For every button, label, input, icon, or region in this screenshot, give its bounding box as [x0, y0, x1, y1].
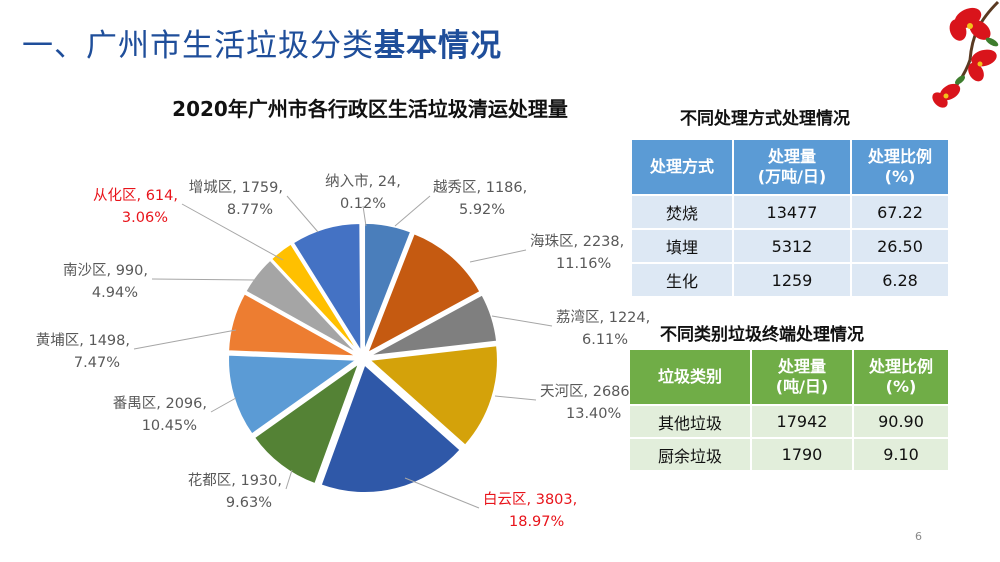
pie-slice-10 [270, 242, 360, 353]
slice-label: 荔湾区, 1224, [556, 309, 650, 326]
categories-header-amount: 处理量 (吨/日) [752, 350, 852, 404]
methods-cell: 6.28 [852, 264, 948, 296]
leader-line [285, 469, 293, 490]
methods-table-header-row: 处理方式 处理量 (万吨/日) 处理比例 (%) [632, 140, 948, 194]
pie-slice-6 [253, 361, 361, 485]
categories-cell: 厨余垃圾 [630, 439, 750, 470]
leader-line [494, 395, 537, 401]
slide-title-bold: 基本情况 [374, 28, 502, 64]
pie-slice-2 [366, 232, 482, 355]
leader-line [469, 249, 527, 263]
slice-label: 花都区, 1930, [188, 472, 282, 489]
slice-percent-label: 9.63% [226, 495, 272, 511]
slice-percent-label: 10.45% [142, 418, 197, 434]
slice-label: 黄埔区, 1498, [36, 332, 130, 349]
pie-chart: 越秀区, 1186, 5.92% 海珠区, 2238, 11.16% 荔湾区, 1224… [36, 173, 650, 530]
slice-percent-label: 7.47% [74, 355, 120, 371]
categories-cell: 17942 [752, 406, 852, 437]
table-row: 生化 1259 6.28 [632, 264, 948, 296]
leader-line [362, 205, 367, 227]
slice-percent-label: 0.12% [340, 196, 386, 212]
pie-slice-11 [292, 222, 362, 354]
methods-cell: 生化 [632, 264, 732, 296]
leader-line [404, 477, 480, 509]
pie-slice-8 [227, 292, 357, 357]
categories-header-type: 垃圾类别 [630, 350, 750, 404]
slice-percent-label: 8.77% [227, 202, 273, 218]
slice-percent-label: 6.11% [582, 332, 628, 348]
slice-label: 白云区, 3803, [483, 491, 577, 508]
categories-header-ratio: 处理比例 (%) [854, 350, 948, 404]
methods-cell: 焚烧 [632, 196, 732, 228]
slice-label: 南沙区, 990, [63, 262, 148, 279]
slice-label: 纳入市, 24, [325, 173, 401, 190]
kapok-flower-decoration-icon [932, 0, 1000, 108]
categories-table-title: 不同类别垃圾终端处理情况 [660, 325, 864, 345]
leader-line [133, 329, 237, 350]
slice-percent-label: 13.40% [566, 406, 621, 422]
slice-percent-label: 11.16% [556, 256, 611, 272]
leader-line [286, 195, 319, 233]
methods-header-method: 处理方式 [632, 140, 732, 194]
methods-cell: 67.22 [852, 196, 948, 228]
page-number: 6 [915, 530, 922, 543]
pie-slice-12 [361, 222, 364, 352]
leader-line [181, 203, 284, 261]
categories-table: 垃圾类别 处理量 (吨/日) 处理比例 (%) 其他垃圾 17942 90.90… [628, 348, 950, 472]
methods-cell: 26.50 [852, 230, 948, 262]
categories-cell: 9.10 [854, 439, 948, 470]
slice-label: 从化区, 614, [93, 187, 178, 204]
slide-title-normal: 一、广州市生活垃圾分类 [22, 28, 374, 64]
table-row: 其他垃圾 17942 90.90 [630, 406, 948, 437]
methods-cell: 1259 [734, 264, 850, 296]
table-row: 填埋 5312 26.50 [632, 230, 948, 262]
leader-line [210, 397, 237, 413]
methods-header-amount: 处理量 (万吨/日) [734, 140, 850, 194]
slice-label: 海珠区, 2238, [530, 233, 624, 250]
pie-slice-1 [363, 222, 412, 352]
methods-cell: 13477 [734, 196, 850, 228]
methods-table-title: 不同处理方式处理情况 [680, 109, 850, 129]
slice-label: 番禺区, 2096, [113, 395, 207, 412]
slice-label: 越秀区, 1186, [433, 179, 527, 196]
methods-header-ratio: 处理比例 (%) [852, 140, 948, 194]
slice-percent-label: 18.97% [509, 514, 564, 530]
leader-line [151, 278, 259, 281]
methods-cell: 填埋 [632, 230, 732, 262]
methods-table: 处理方式 处理量 (万吨/日) 处理比例 (%) 焚烧 13477 67.22 … [630, 138, 950, 298]
categories-cell: 其他垃圾 [630, 406, 750, 437]
pie-slice-5 [320, 363, 462, 494]
slice-percent-label: 3.06% [122, 210, 168, 226]
chart-title: 2020年广州市各行政区生活垃圾清运处理量 [172, 97, 568, 121]
pie-slice-4 [367, 344, 499, 447]
leader-line [394, 195, 431, 227]
categories-cell: 1790 [752, 439, 852, 470]
leader-line [491, 315, 553, 327]
pie-slice-9 [244, 259, 359, 355]
categories-cell: 90.90 [854, 406, 948, 437]
methods-cell: 5312 [734, 230, 850, 262]
slice-label: 天河区, 2686, [540, 383, 634, 400]
slice-percent-label: 4.94% [92, 285, 138, 301]
pie-slice-3 [369, 293, 498, 357]
slice-percent-label: 5.92% [459, 202, 505, 218]
pie-slice-7 [227, 354, 359, 436]
table-row: 焚烧 13477 67.22 [632, 196, 948, 228]
table-row: 厨余垃圾 1790 9.10 [630, 439, 948, 470]
categories-table-header-row: 垃圾类别 处理量 (吨/日) 处理比例 (%) [630, 350, 948, 404]
slide-title: 一、广州市生活垃圾分类基本情况 [22, 20, 502, 65]
slice-label: 增城区, 1759, [189, 179, 283, 196]
